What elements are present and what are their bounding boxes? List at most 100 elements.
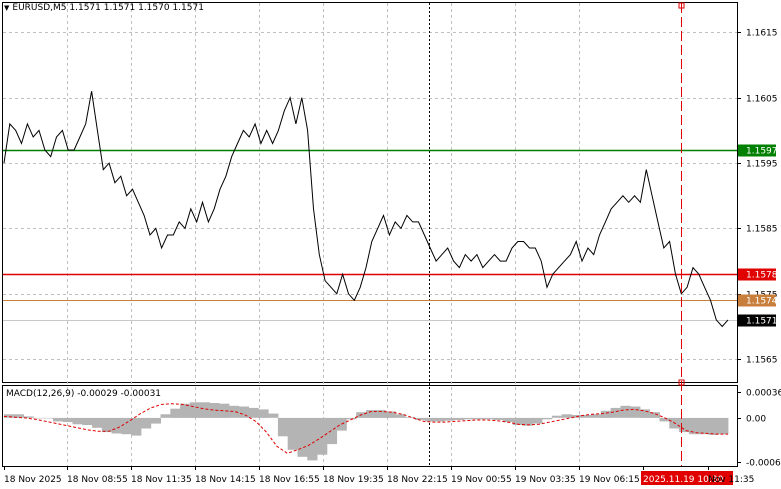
- macd-bar: [170, 408, 181, 418]
- price-pane[interactable]: [2, 2, 738, 383]
- macd-bar: [219, 403, 230, 418]
- macd-bar: [688, 417, 700, 435]
- time-tick-label: 18 Nov 16:55: [259, 475, 320, 485]
- time-tick-label: 18 Nov 11:35: [131, 475, 192, 485]
- macd-bar: [620, 405, 631, 418]
- macd-bar: [366, 410, 377, 418]
- time-tick-label: 19 Nov 00:55: [451, 475, 512, 485]
- macd-bar: [4, 414, 15, 418]
- macd-bar: [561, 414, 572, 418]
- macd-bar: [522, 417, 533, 426]
- macd-bar: [258, 409, 269, 418]
- symbol-timeframe: EURUSD,M5: [12, 3, 67, 13]
- macd-bar: [131, 417, 142, 436]
- macd-bar: [111, 417, 122, 434]
- macd-bar: [33, 417, 44, 419]
- time-tick-label: 2025.11.19 10:30: [643, 475, 724, 485]
- macd-bar: [532, 417, 543, 424]
- macd-bar: [43, 417, 54, 419]
- macd-bar: [503, 417, 514, 423]
- macd-bar: [101, 417, 112, 433]
- macd-axis[interactable]: 0.00036 0.00 -0.00063: [737, 389, 781, 469]
- macd-bar: [385, 411, 396, 418]
- price-tags: 1.1597 1.1578 1.1574 1.1571: [738, 144, 778, 327]
- price-tick-label: 1.1565: [746, 356, 778, 366]
- time-tick-label: 19 Nov 06:15: [579, 475, 640, 485]
- macd-bar: [238, 406, 249, 418]
- macd-signal-line: [3, 403, 728, 454]
- macd-bar: [414, 417, 426, 420]
- horizontal-levels: [3, 149, 737, 321]
- orange-level-tag-label: 1.1574: [746, 297, 778, 307]
- time-tick-label: 18 Nov 2025: [4, 475, 62, 485]
- macd-bar: [229, 405, 240, 418]
- macd-bar: [424, 417, 435, 422]
- macd-bar: [72, 417, 83, 425]
- macd-bar: [287, 417, 298, 450]
- macd-bar: [268, 413, 279, 418]
- price-tick-label: 1.1615: [746, 29, 778, 39]
- current-price-tag: [738, 314, 776, 327]
- macd-header: MACD(12,26,9) -0.00029 -0.00031: [6, 389, 161, 399]
- macd-bar: [189, 402, 201, 418]
- macd-bar: [209, 403, 220, 418]
- macd-bar: [718, 417, 729, 435]
- macd-bar: [551, 415, 563, 418]
- macd-bar: [581, 415, 592, 418]
- macd-bar: [659, 417, 670, 422]
- macd-bar: [199, 402, 210, 418]
- vertical-marker-bottom-handle[interactable]: [678, 379, 685, 386]
- macd-bar: [52, 417, 64, 422]
- macd-bar: [591, 414, 602, 418]
- triangle-down-icon[interactable]: ▼: [4, 4, 10, 12]
- macd-bar: [277, 417, 289, 437]
- macd-bar: [639, 409, 651, 418]
- macd-bar: [444, 417, 455, 421]
- macd-bar: [62, 417, 73, 423]
- macd-bar: [493, 417, 504, 420]
- macd-bar: [326, 417, 338, 445]
- time-highlight-box: [641, 471, 733, 485]
- macd-bar: [483, 417, 494, 420]
- time-tick-label: 19 Nov 03:35: [515, 475, 576, 485]
- green-level-tag-label: 1.1597: [746, 147, 778, 157]
- macd-bar: [297, 417, 308, 457]
- macd-bar: [346, 417, 357, 420]
- macd-tick-label: -0.00063: [746, 459, 781, 469]
- time-tick-label: 18 Nov 19:35: [323, 475, 384, 485]
- price-tick-label: 1.1595: [746, 160, 778, 170]
- macd-values: -0.00029 -0.00031: [77, 389, 162, 399]
- time-tick-label: 18 Nov 08:55: [67, 475, 128, 485]
- macd-bar: [405, 417, 416, 418]
- ohlc-values: 1.1571 1.1571 1.1570 1.1571: [69, 3, 204, 13]
- orange-level-tag: [738, 294, 776, 307]
- macd-tick-label: 0.00: [746, 415, 766, 425]
- chart-header: ▼ EURUSD,M5 1.1571 1.1571 1.1570 1.1571: [4, 3, 204, 13]
- time-grid: [67, 3, 580, 466]
- price-line: [3, 91, 729, 328]
- macd-bar: [434, 417, 445, 422]
- price-tick-label: 1.1605: [746, 95, 778, 105]
- macd-label: MACD(12,26,9): [6, 389, 75, 399]
- macd-bar: [82, 417, 93, 425]
- macd-bar: [542, 417, 553, 420]
- macd-bar: [630, 406, 641, 418]
- macd-bar: [473, 417, 484, 420]
- macd-bar: [307, 417, 318, 461]
- macd-bar: [698, 417, 709, 435]
- vertical-marker-top-handle[interactable]: [678, 2, 685, 9]
- macd-bar: [92, 417, 103, 428]
- current-price-tag-label: 1.1571: [746, 317, 778, 327]
- time-tick-label: 18 Nov 22:15: [387, 475, 448, 485]
- macd-tick-label: 0.00036: [746, 389, 781, 399]
- time-axis[interactable]: 18 Nov 2025 18 Nov 08:55 18 Nov 11:35 18 No…: [4, 466, 754, 485]
- macd-bar: [375, 410, 386, 418]
- macd-bar: [248, 407, 259, 418]
- macd-bar: [512, 417, 523, 425]
- red-level-tag: [738, 268, 776, 281]
- macd-bar: [454, 417, 465, 420]
- red-level-tag-label: 1.1578: [746, 271, 778, 281]
- macd-bar: [160, 414, 171, 418]
- price-grid: [3, 32, 737, 360]
